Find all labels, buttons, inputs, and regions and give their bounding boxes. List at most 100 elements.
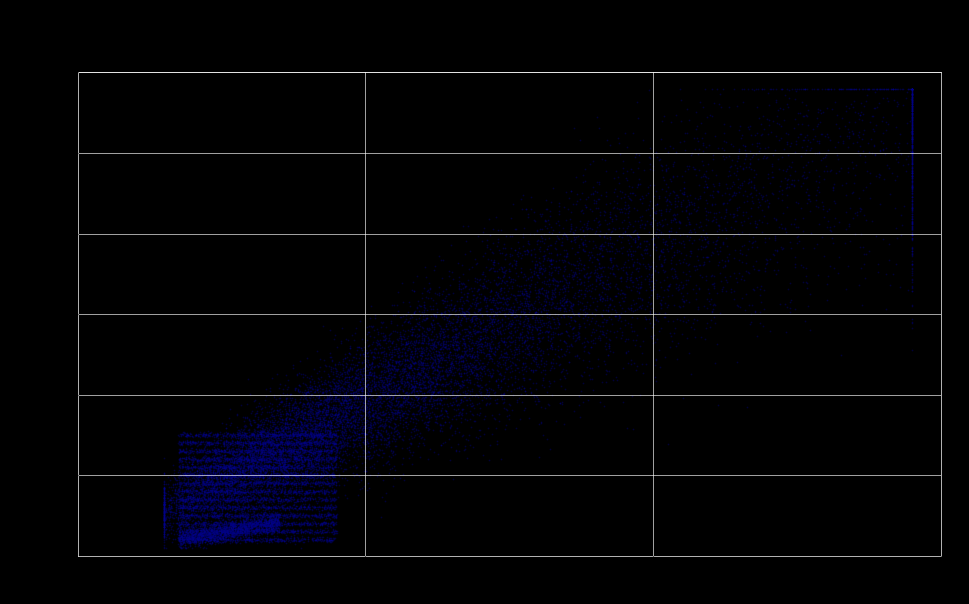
Point — [233, 469, 248, 479]
Point — [226, 505, 241, 515]
Point — [339, 439, 355, 448]
Point — [560, 357, 576, 367]
Point — [286, 475, 301, 484]
Point — [288, 471, 303, 481]
Point — [363, 429, 379, 439]
Point — [461, 303, 477, 313]
Point — [316, 504, 331, 514]
Point — [267, 429, 283, 439]
Point — [323, 469, 338, 478]
Point — [157, 489, 172, 498]
Point — [216, 474, 232, 483]
Point — [395, 381, 411, 390]
Point — [157, 507, 172, 517]
Point — [448, 446, 463, 455]
Point — [298, 399, 314, 408]
Point — [207, 529, 223, 539]
Point — [527, 217, 543, 226]
Point — [621, 244, 637, 254]
Point — [310, 428, 326, 438]
Point — [180, 486, 196, 496]
Point — [288, 480, 303, 490]
Point — [379, 414, 394, 423]
Point — [187, 525, 203, 535]
Point — [391, 357, 406, 367]
Point — [349, 433, 364, 443]
Point — [257, 445, 272, 455]
Point — [196, 479, 211, 489]
Point — [290, 536, 305, 545]
Point — [418, 342, 433, 352]
Point — [288, 478, 303, 487]
Point — [598, 369, 613, 379]
Point — [361, 370, 377, 379]
Point — [489, 289, 505, 298]
Point — [362, 386, 378, 396]
Point — [381, 438, 396, 448]
Point — [286, 510, 301, 519]
Point — [317, 518, 332, 528]
Point — [190, 529, 205, 539]
Point — [386, 350, 401, 360]
Point — [254, 518, 269, 528]
Point — [306, 478, 322, 487]
Point — [582, 374, 598, 384]
Point — [321, 461, 336, 471]
Point — [357, 347, 372, 356]
Point — [331, 384, 347, 393]
Point — [236, 487, 252, 497]
Point — [692, 260, 707, 270]
Point — [310, 486, 326, 495]
Point — [172, 446, 188, 455]
Point — [391, 399, 406, 408]
Point — [262, 519, 277, 529]
Point — [213, 528, 229, 538]
Point — [391, 432, 406, 442]
Point — [328, 410, 343, 420]
Point — [265, 416, 280, 425]
Point — [319, 486, 334, 495]
Point — [304, 463, 320, 472]
Point — [264, 509, 279, 519]
Point — [230, 499, 245, 509]
Point — [805, 84, 821, 94]
Point — [251, 454, 266, 463]
Point — [215, 527, 231, 537]
Point — [317, 471, 332, 480]
Point — [409, 387, 424, 396]
Point — [181, 513, 197, 522]
Point — [819, 216, 834, 225]
Point — [156, 513, 172, 522]
Point — [307, 398, 323, 408]
Point — [236, 526, 252, 536]
Point — [299, 494, 315, 504]
Point — [860, 84, 875, 94]
Point — [530, 294, 546, 304]
Point — [254, 430, 269, 440]
Point — [292, 535, 307, 545]
Point — [528, 391, 544, 400]
Point — [325, 471, 340, 481]
Point — [414, 363, 429, 373]
Point — [286, 439, 301, 448]
Point — [488, 279, 504, 289]
Point — [215, 515, 231, 525]
Point — [220, 531, 235, 541]
Point — [372, 375, 388, 385]
Point — [353, 367, 368, 377]
Point — [390, 386, 405, 396]
Point — [234, 477, 249, 486]
Point — [505, 306, 520, 316]
Point — [334, 427, 350, 437]
Point — [903, 84, 919, 94]
Point — [497, 341, 513, 350]
Point — [285, 518, 300, 527]
Point — [326, 456, 341, 466]
Point — [246, 472, 262, 482]
Point — [235, 461, 251, 471]
Point — [216, 493, 232, 503]
Point — [265, 477, 280, 486]
Point — [317, 428, 332, 437]
Point — [281, 495, 297, 504]
Point — [264, 428, 279, 437]
